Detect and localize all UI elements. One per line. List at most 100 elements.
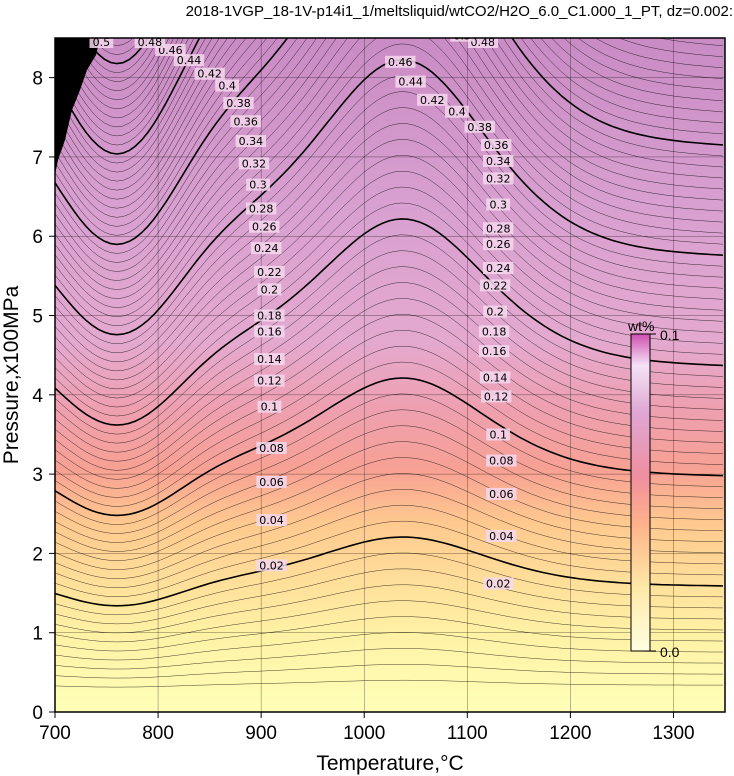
contour-label-background (483, 305, 507, 318)
contour-line-minor (55, 568, 723, 625)
plot-background (55, 38, 725, 712)
contour-line-minor (55, 38, 723, 299)
contour-label-text: 0.24 (254, 242, 279, 255)
contour-line-minor (55, 38, 723, 317)
y-axis: 0 1 2 3 4 5 6 7 8 (32, 69, 55, 724)
contour-label-background (434, 24, 464, 36)
contour-label-text: 0.42 (420, 94, 445, 107)
contour-label: 0.06 (486, 487, 517, 501)
contour-line-minor (55, 38, 723, 218)
contour-label-background (235, 135, 266, 148)
contour-label: 0.18 (478, 325, 510, 338)
contour-line-minor (55, 38, 723, 272)
contour-line-minor (55, 38, 195, 146)
contour-label: 0.32 (238, 157, 270, 170)
y-tick-label: 6 (32, 227, 43, 248)
contour-label-background (486, 428, 511, 441)
contour-line-minor (64, 38, 170, 101)
contour-line-minor (55, 600, 723, 643)
contour-label-text: 0.18 (257, 310, 282, 323)
contour-line-minor (55, 75, 723, 345)
contour-line-minor (55, 155, 723, 390)
contour-label-background (256, 559, 287, 572)
contour-line-major (55, 536, 723, 607)
contour-label-text: 0.3 (249, 179, 267, 192)
contour-label-text: 0.34 (486, 155, 511, 168)
contour-label-text: 0.16 (257, 325, 282, 338)
contour-label-text: 0.44 (177, 54, 202, 67)
contour-label-text: 0.02 (486, 578, 511, 591)
contour-line-minor (55, 38, 179, 119)
contour-label-text: 0.12 (484, 390, 509, 403)
contour-label: 0.5 (89, 38, 114, 49)
contour-line-minor (55, 457, 723, 561)
contour-label-text: 0.02 (259, 559, 284, 572)
contour-label-text: 0.36 (233, 115, 258, 128)
contour-line-minor (55, 38, 723, 308)
contour-line-minor (55, 170, 723, 399)
colorbar-gradient (630, 333, 651, 652)
contour-label: 0.36 (230, 115, 261, 128)
contour-label: 0.24 (483, 262, 514, 275)
contour-label-text: 0.2 (486, 306, 504, 319)
contour-line-minor (55, 520, 723, 597)
contour-line-minor (55, 38, 723, 173)
contour-label: 0.16 (254, 325, 285, 338)
contour-label-background (254, 325, 285, 338)
contour-label-text: 0.28 (486, 222, 511, 235)
contour-label-background (486, 530, 517, 542)
contour-line-minor (55, 584, 723, 634)
contour-line-minor (55, 38, 184, 128)
x-tick-label: 1000 (343, 723, 385, 744)
contour-label-text: 0.1 (261, 401, 279, 414)
contour-label-background (254, 309, 285, 322)
contour-label-text: 0.42 (197, 68, 222, 81)
contour-label: 0.36 (481, 139, 512, 152)
contour-label: 0.22 (254, 265, 285, 279)
plot-area: 0.02 0.04 0.06 0.08 0.1 0.12 0.14 0.16 0.18 0.2 0.… (55, 24, 725, 712)
contour-label-background (254, 265, 285, 278)
contour-label-text: 0.14 (483, 371, 508, 384)
contour-line-minor (55, 38, 723, 290)
contour-label-background (254, 353, 285, 366)
contour-label: 0.3 (246, 179, 270, 192)
contour-label-text: 0.18 (482, 325, 507, 338)
contour-line-minor (55, 123, 723, 372)
contour-line-minor (55, 345, 723, 498)
contour-label-text: 0.44 (398, 76, 423, 89)
contour-line-major (55, 38, 723, 246)
contour-label-text: 0.52 (437, 24, 462, 37)
contour-line-minor (55, 679, 723, 688)
contour-label-text: 0.16 (482, 345, 507, 358)
contour-label-background (256, 476, 287, 488)
contour-line-minor (55, 38, 189, 137)
contour-label-text: 0.2 (261, 283, 279, 296)
contour-line-minor (55, 38, 723, 254)
contour-label-background (450, 38, 475, 42)
contour-label: 0.2 (483, 306, 507, 319)
contour-label-background (246, 202, 277, 215)
contour-label: 0.22 (479, 279, 511, 292)
contour-line-minor (55, 107, 723, 363)
contour-label-text: 0.38 (226, 97, 251, 110)
contour-label-background (481, 139, 512, 151)
contour-label-text: 0.22 (257, 266, 282, 279)
contour-line-minor (55, 616, 723, 652)
contour-label-text: 0.36 (484, 139, 509, 152)
y-axis-label: Pressure,x100MPa (0, 285, 23, 464)
contour-label-text: 0.38 (467, 121, 492, 134)
contour-label: 0.46 (385, 56, 416, 69)
contour-line-minor (55, 38, 723, 263)
contour-label: 0.1 (486, 428, 511, 441)
contour-line-minor (55, 473, 723, 570)
contour-line-minor (55, 314, 723, 480)
x-tick-label: 1300 (652, 723, 694, 744)
contour-line-minor (55, 43, 723, 326)
contour-line-minor (55, 186, 723, 408)
contour-label: 0.48 (467, 38, 498, 49)
contour-label-background (246, 178, 270, 191)
contour-line-minor (55, 91, 723, 354)
contour-line-minor (55, 409, 723, 534)
contour-label-background (483, 222, 514, 235)
contour-line-minor (55, 393, 723, 525)
